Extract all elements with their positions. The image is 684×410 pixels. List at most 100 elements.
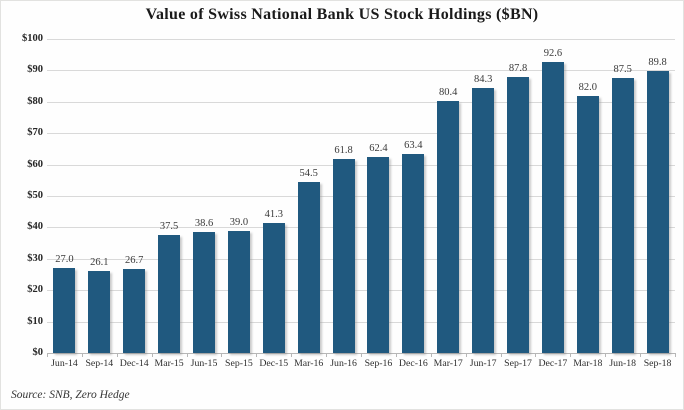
x-axis-tick (675, 353, 676, 357)
x-axis-labels: Jun-14 Sep-14 Dec-14 Mar-15 Jun-15 Sep-15 Dec-… (47, 358, 675, 369)
bar-value-label: 82.0 (578, 81, 597, 93)
x-axis-tick (465, 353, 467, 357)
x-tick-label: Mar-18 (573, 358, 603, 369)
bar (88, 271, 111, 353)
bar-slot: 82.0 (570, 39, 605, 353)
y-tick-label: $80 (27, 95, 43, 107)
x-axis-tick (47, 353, 48, 357)
y-tick-label: $70 (27, 127, 43, 139)
x-tick-label: Mar-17 (433, 358, 463, 369)
x-tick-label: Dec-15 (259, 358, 289, 369)
x-tick-label: Dec-16 (398, 358, 428, 369)
x-tick-label: Sep-16 (364, 358, 393, 369)
bar (123, 269, 146, 353)
gridline (47, 101, 675, 103)
x-axis-tick (116, 353, 118, 357)
bar (472, 88, 495, 353)
bar (227, 230, 250, 353)
bar (297, 181, 320, 353)
gridline (47, 133, 675, 135)
bar-slot: 61.8 (326, 39, 361, 353)
x-tick-label: Mar-16 (294, 358, 324, 369)
y-tick-label: $40 (27, 221, 43, 233)
bar-slot: 41.3 (256, 39, 291, 353)
x-axis-tick (151, 353, 153, 357)
x-axis-tick (186, 353, 188, 357)
gridline (47, 227, 675, 229)
bar (507, 77, 530, 353)
x-tick-label: Mar-15 (154, 358, 184, 369)
bar (437, 100, 460, 353)
y-tick-label: $50 (27, 190, 43, 201)
gridline (47, 321, 675, 323)
x-axis-tick (326, 353, 328, 357)
bar-value-label: 87.5 (613, 64, 632, 76)
x-axis-tick (395, 353, 397, 357)
bar-value-label: 26.1 (90, 257, 109, 269)
bar (367, 157, 390, 353)
bar-slot: 87.5 (605, 39, 640, 353)
chart-title: Value of Swiss National Bank US Stock Ho… (145, 6, 539, 23)
bar-slot: 92.6 (535, 39, 570, 353)
bar-slot: 26.1 (82, 39, 117, 353)
x-tick-label: Jun-17 (469, 358, 497, 369)
bar-value-label: 89.8 (648, 57, 667, 69)
y-tick-label: $0 (32, 347, 44, 358)
bar (541, 62, 564, 353)
bar (611, 78, 634, 353)
bar-value-label: 80.4 (439, 86, 458, 98)
x-tick-label: Jun-16 (330, 358, 357, 369)
plot-area: 27.0 26.1 26.7 37.5 38.6 39.0 41.3 54.5 61.8 62.4… (47, 39, 676, 357)
bar-series: 27.0 26.1 26.7 37.5 38.6 39.0 41.3 54.5 61.8 62.4… (47, 39, 675, 353)
x-tick-label: Jun-18 (609, 358, 637, 369)
bar-slot: 39.0 (221, 39, 256, 353)
x-tick-label: Jun-15 (190, 358, 218, 369)
bar (576, 95, 599, 353)
bar (262, 223, 285, 353)
bar-slot: 38.6 (187, 39, 222, 353)
bar-value-label: 61.8 (334, 144, 353, 156)
bar-value-label: 54.5 (299, 167, 318, 179)
bar (158, 235, 181, 353)
bar-slot: 27.0 (47, 39, 82, 353)
bar (332, 158, 355, 353)
bar-slot: 89.8 (640, 39, 675, 353)
gridline (47, 164, 675, 166)
bar-value-label: 27.0 (55, 254, 74, 266)
bar-slot: 63.4 (396, 39, 431, 353)
gridline (47, 258, 675, 260)
bar-value-label: 41.3 (264, 209, 283, 221)
bar (402, 153, 425, 353)
bar (193, 231, 215, 353)
x-axis-tick (605, 353, 607, 357)
bar-value-label: 38.6 (194, 217, 214, 229)
x-tick-label: Dec-17 (538, 358, 568, 369)
x-tick-label: Jun-14 (51, 358, 78, 369)
bar (646, 71, 669, 353)
x-axis-tick (221, 353, 223, 357)
bar-slot: 80.4 (431, 39, 466, 353)
x-axis-tick (256, 353, 258, 357)
bar-value-label: 63.4 (404, 139, 423, 151)
x-tick-label: Sep-18 (643, 358, 672, 369)
y-tick-label: $30 (27, 252, 43, 264)
y-tick-label: $60 (27, 158, 43, 170)
x-axis-tick (570, 353, 572, 357)
x-tick-label: Sep-15 (225, 358, 253, 369)
y-tick-label: $100 (22, 33, 43, 44)
y-tick-label: $90 (27, 64, 43, 76)
bar-value-label: 26.7 (125, 255, 144, 267)
x-axis-tick (430, 353, 432, 357)
x-axis-tick (361, 353, 362, 357)
bar-value-label: 92.6 (543, 48, 563, 60)
x-axis-tick (81, 353, 83, 357)
x-axis-tick (291, 353, 293, 357)
gridline (47, 196, 675, 197)
x-axis-tick (500, 353, 502, 357)
y-tick-label: $20 (27, 284, 43, 296)
bar-value-label: 87.8 (508, 63, 528, 75)
bar-slot: 87.8 (501, 39, 536, 353)
bar-value-label: 62.4 (369, 143, 388, 155)
gridline (47, 290, 675, 292)
x-tick-label: Sep-17 (504, 358, 532, 369)
